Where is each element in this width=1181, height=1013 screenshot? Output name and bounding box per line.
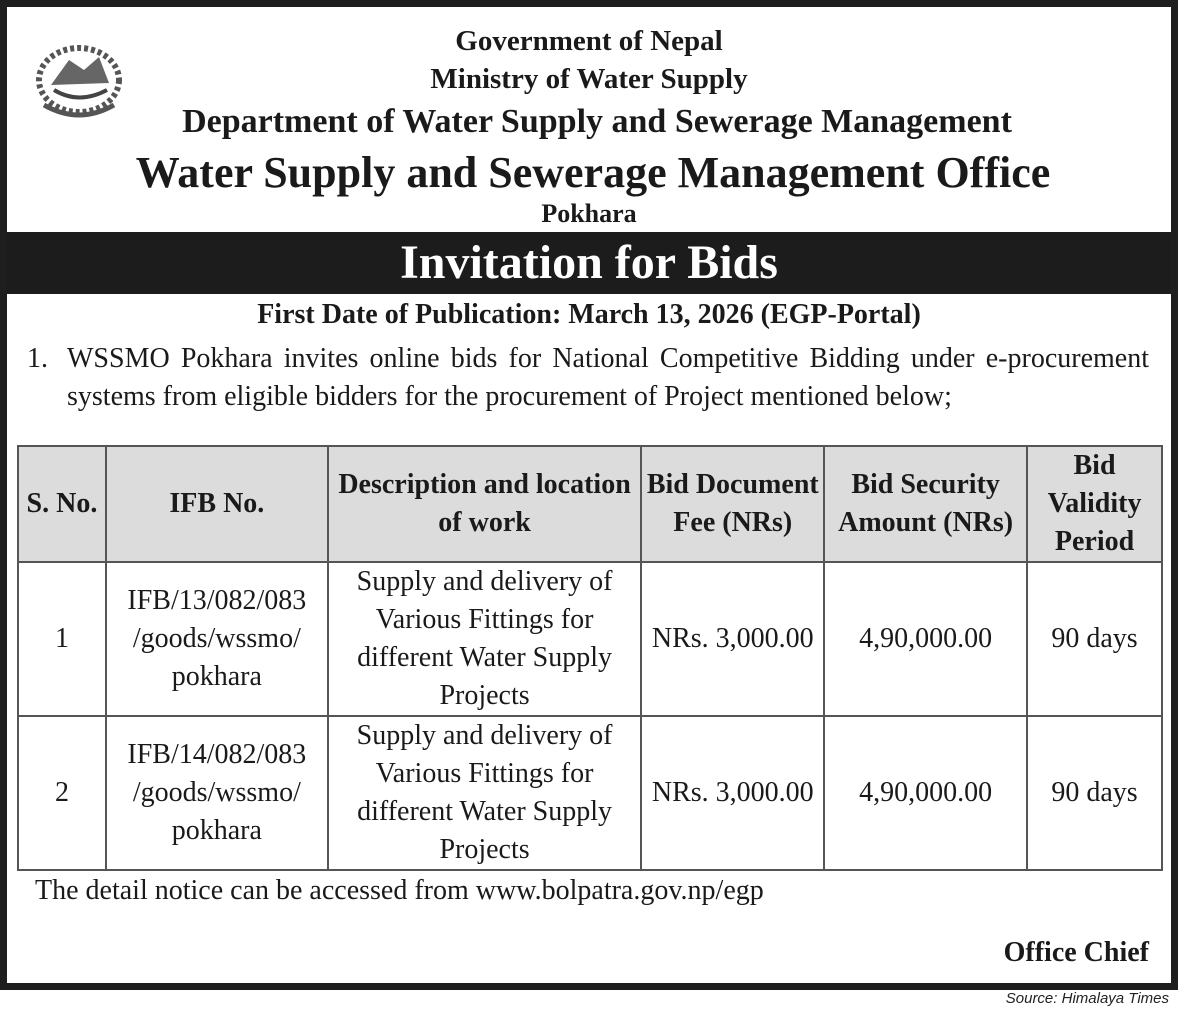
cell-ifb: IFB/14/082/083 /goods/wssmo/ pokhara: [104, 715, 329, 871]
header-sno: S. No.: [17, 445, 107, 563]
office-name: Water Supply and Sewerage Management Off…: [135, 148, 1051, 197]
detail-notice: The detail notice can be accessed from w…: [35, 875, 764, 906]
notice-title: Invitation for Bids: [7, 232, 1171, 294]
bid-paragraph: 1. WSSMO Pokhara invites online bids for…: [27, 340, 1149, 416]
source-credit: Source: Himalaya Times: [1005, 990, 1169, 1007]
bids-table: S. No. IFB No. Description and location …: [17, 445, 1163, 871]
cell-validity: 90 days: [1026, 715, 1163, 871]
signatory: Office Chief: [1003, 937, 1149, 968]
cell-security: 4,90,000.00: [823, 561, 1029, 717]
cell-description: Supply and delivery of Various Fittings …: [326, 715, 643, 871]
table-row: 2 IFB/14/082/083 /goods/wssmo/ pokhara S…: [17, 715, 1163, 871]
notice-frame: Government of Nepal Ministry of Water Su…: [0, 0, 1178, 990]
cell-doc-fee: NRs. 3,000.00: [640, 561, 826, 717]
header-doc-fee: Bid Document Fee (NRs): [640, 445, 826, 563]
cell-security: 4,90,000.00: [823, 715, 1029, 871]
cell-description: Supply and delivery of Various Fittings …: [326, 561, 643, 717]
ministry-name: Ministry of Water Supply: [430, 63, 748, 95]
paragraph-text: WSSMO Pokhara invites online bids for Na…: [67, 343, 1149, 412]
nepal-emblem-icon: [36, 45, 122, 118]
header-validity: Bid Validity Period: [1026, 445, 1163, 563]
cell-validity: 90 days: [1026, 561, 1163, 717]
publication-date: First Date of Publication: March 13, 202…: [257, 299, 921, 330]
header-ifb: IFB No.: [104, 445, 329, 563]
header-security: Bid Security Amount (NRs): [823, 445, 1029, 563]
office-location: Pokhara: [541, 199, 637, 228]
table-header-row: S. No. IFB No. Description and location …: [17, 445, 1163, 563]
paragraph-number: 1.: [27, 343, 48, 374]
government-name: Government of Nepal: [455, 25, 723, 57]
cell-sno: 2: [17, 715, 107, 871]
header-description: Description and location of work: [326, 445, 643, 563]
table-row: 1 IFB/13/082/083 /goods/wssmo/ pokhara S…: [17, 561, 1163, 717]
department-name: Department of Water Supply and Sewerage …: [182, 103, 1012, 140]
cell-ifb: IFB/13/082/083 /goods/wssmo/ pokhara: [104, 561, 329, 717]
cell-doc-fee: NRs. 3,000.00: [640, 715, 826, 871]
cell-sno: 1: [17, 561, 107, 717]
